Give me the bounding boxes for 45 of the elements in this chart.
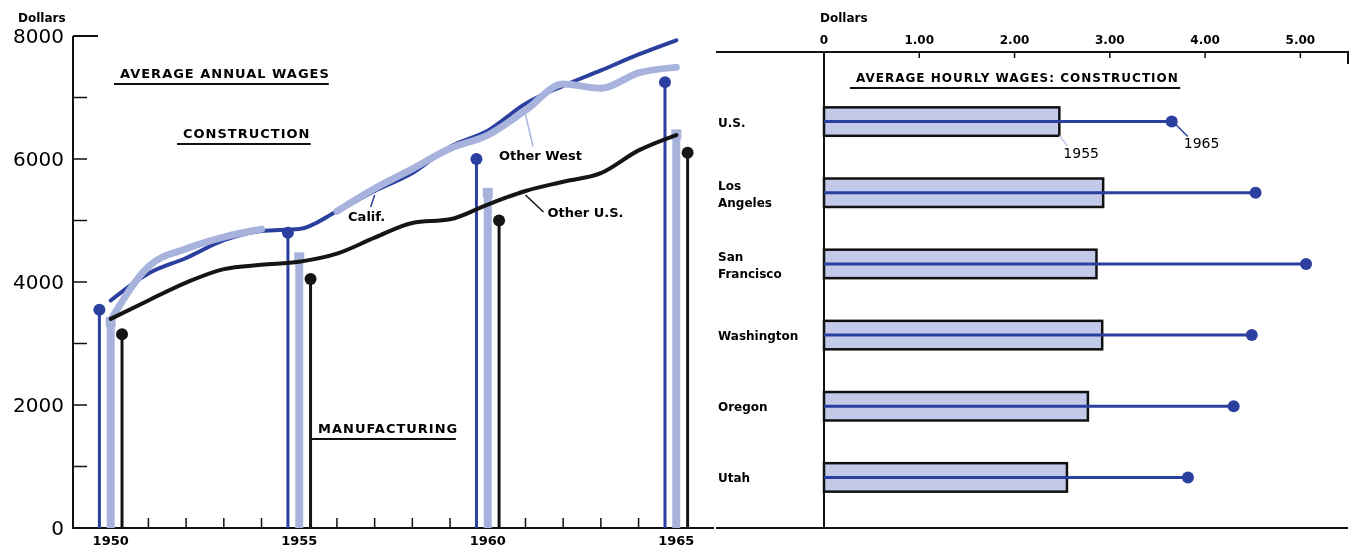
point <box>93 303 106 316</box>
x-tick-label: 3.00 <box>1095 33 1125 47</box>
point <box>470 153 483 165</box>
point <box>1249 186 1262 199</box>
x-tick-label: 1955 <box>281 533 318 548</box>
legend-label: 1965 <box>1183 134 1220 151</box>
point <box>1165 115 1178 128</box>
point <box>1181 471 1194 484</box>
y-tick-label: Washington <box>718 329 799 344</box>
point <box>1227 400 1240 413</box>
point <box>493 214 506 227</box>
point <box>681 146 694 159</box>
y-axis-title: Dollars <box>18 11 66 25</box>
series-label: Calif. <box>348 208 386 224</box>
point <box>482 187 493 198</box>
x-axis-title: Dollars <box>820 11 868 25</box>
point <box>1245 329 1258 342</box>
legend-label: Other U.S. <box>547 204 624 220</box>
y-tick-label: 4000 <box>13 270 64 294</box>
series-label: Other West <box>499 148 582 164</box>
x-tick-label: 1.00 <box>904 33 935 47</box>
x-tick-label: 1960 <box>469 533 506 548</box>
y-tick-label: 8000 <box>13 24 64 48</box>
point <box>658 76 671 89</box>
y-tick-label: Utah <box>718 471 751 486</box>
x-tick-label: 1965 <box>658 533 695 548</box>
x-tick-label: 2.00 <box>999 33 1030 47</box>
y-tick-label: U.S. <box>718 115 746 130</box>
x-tick-label: 0 <box>819 33 829 47</box>
legend-label: 1955 <box>1063 144 1099 161</box>
point <box>304 272 317 285</box>
x-tick-label: 5.00 <box>1285 33 1316 47</box>
y-tick-label: Los Angeles <box>718 178 772 210</box>
y-tick-label: San Francisco <box>718 249 782 281</box>
y-tick-label: Oregon <box>718 400 768 415</box>
point <box>1300 257 1313 270</box>
x-tick-label: 1950 <box>92 533 129 548</box>
text: AVERAGE ANNUAL WAGES <box>120 66 330 81</box>
chart-title: AVERAGE HOURLY WAGES: CONSTRUCTION <box>856 71 1179 85</box>
annotation: CONSTRUCTION <box>183 126 311 141</box>
y-tick-label: 6000 <box>13 147 64 171</box>
x-tick-label: 4.00 <box>1190 33 1220 47</box>
annotation: MANUFACTURING <box>318 421 459 436</box>
y-tick-label: 2000 <box>13 393 64 417</box>
point <box>116 328 129 341</box>
